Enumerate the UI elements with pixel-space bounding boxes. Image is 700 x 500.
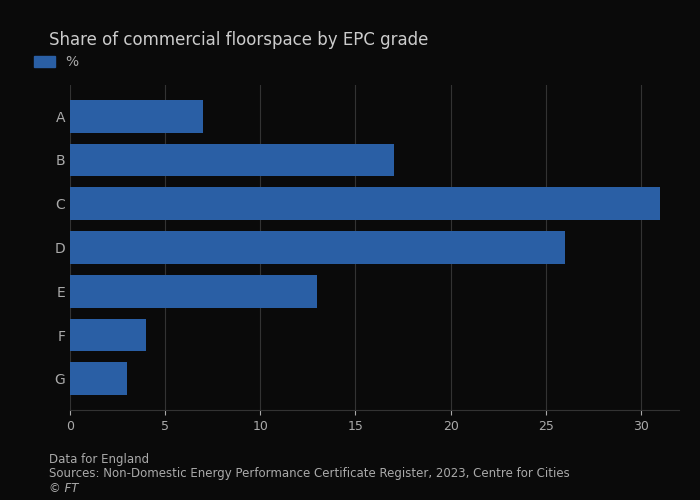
Bar: [70, 275, 317, 308]
Text: © FT: © FT: [49, 482, 78, 496]
Bar: [70, 144, 393, 176]
Bar: [70, 100, 203, 132]
Text: Share of commercial floorspace by EPC grade: Share of commercial floorspace by EPC gr…: [49, 31, 428, 49]
Bar: [70, 318, 146, 352]
Bar: [70, 362, 127, 395]
Text: Data for England: Data for England: [49, 452, 149, 466]
Bar: [70, 188, 660, 220]
Text: Sources: Non-Domestic Energy Performance Certificate Register, 2023, Centre for : Sources: Non-Domestic Energy Performance…: [49, 468, 570, 480]
Legend: %: %: [28, 50, 85, 75]
Bar: [70, 231, 565, 264]
